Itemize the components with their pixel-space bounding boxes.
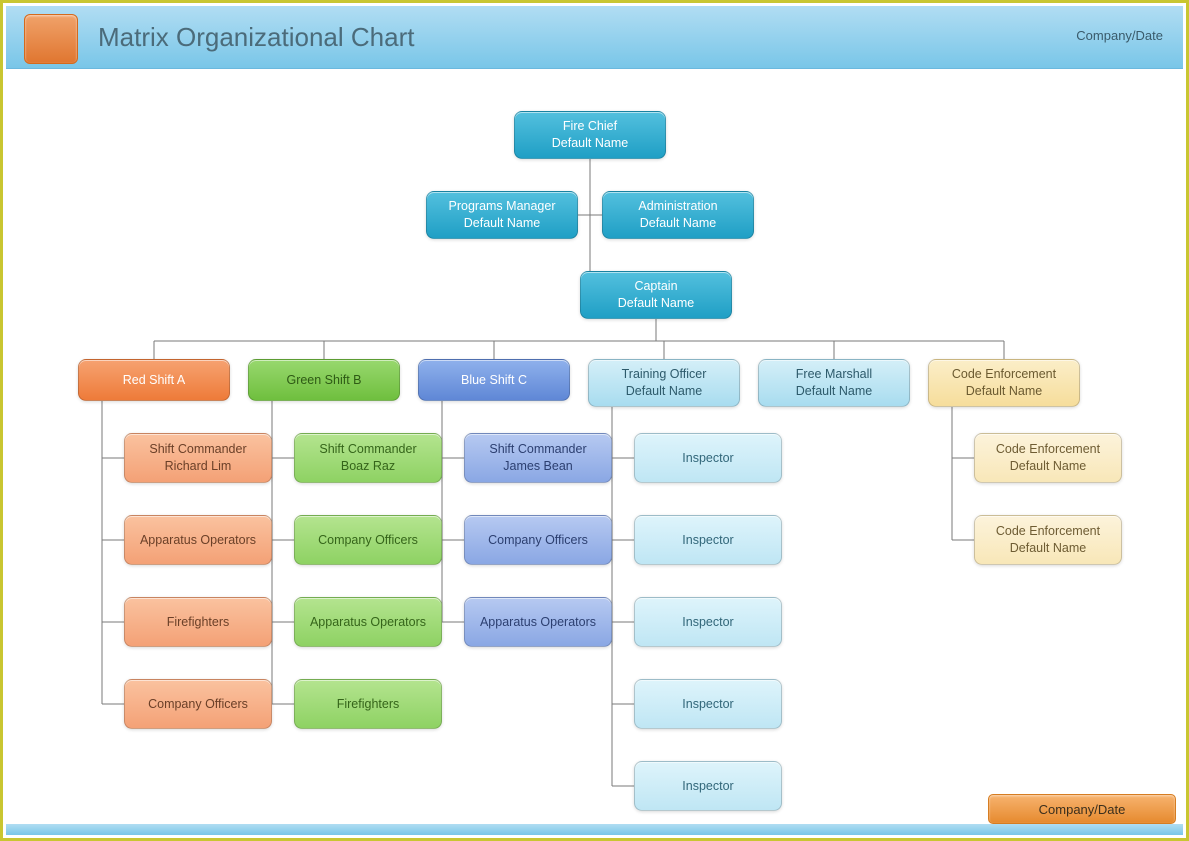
node-greenB-child-3: Firefighters [294,679,442,729]
node-branch-redA: Red Shift A [78,359,230,401]
node-branch-greenB: Green Shift B [248,359,400,401]
node-code-child-1: Code Enforcement Default Name [974,515,1122,565]
node-redA-child-3: Company Officers [124,679,272,729]
node-blueC-child-0: Shift Commander James Bean [464,433,612,483]
node-administration: Administration Default Name [602,191,754,239]
node-greenB-child-1: Company Officers [294,515,442,565]
footer-badge: Company/Date [988,794,1176,824]
node-redA-child-1: Apparatus Operators [124,515,272,565]
node-training-child-0: Inspector [634,433,782,483]
node-redA-child-2: Firefighters [124,597,272,647]
node-training-child-4: Inspector [634,761,782,811]
node-blueC-child-1: Company Officers [464,515,612,565]
header-bar: Matrix Organizational Chart Company/Date [6,6,1183,69]
org-chart: Fire Chief Default Name Programs Manager … [6,71,1183,824]
diagram-frame: Matrix Organizational Chart Company/Date… [0,0,1189,841]
node-greenB-child-2: Apparatus Operators [294,597,442,647]
node-code-child-0: Code Enforcement Default Name [974,433,1122,483]
node-branch-blueC: Blue Shift C [418,359,570,401]
node-training-child-2: Inspector [634,597,782,647]
node-captain: Captain Default Name [580,271,732,319]
footer-bar [6,824,1183,835]
node-training-child-1: Inspector [634,515,782,565]
node-programs-manager: Programs Manager Default Name [426,191,578,239]
node-blueC-child-2: Apparatus Operators [464,597,612,647]
page-title: Matrix Organizational Chart [98,22,414,53]
header-meta: Company/Date [1076,28,1163,43]
node-branch-code: Code Enforcement Default Name [928,359,1080,407]
node-branch-training: Training Officer Default Name [588,359,740,407]
title-icon [24,14,78,64]
node-fire-chief: Fire Chief Default Name [514,111,666,159]
node-greenB-child-0: Shift Commander Boaz Raz [294,433,442,483]
node-branch-marshall: Free Marshall Default Name [758,359,910,407]
node-redA-child-0: Shift Commander Richard Lim [124,433,272,483]
node-training-child-3: Inspector [634,679,782,729]
